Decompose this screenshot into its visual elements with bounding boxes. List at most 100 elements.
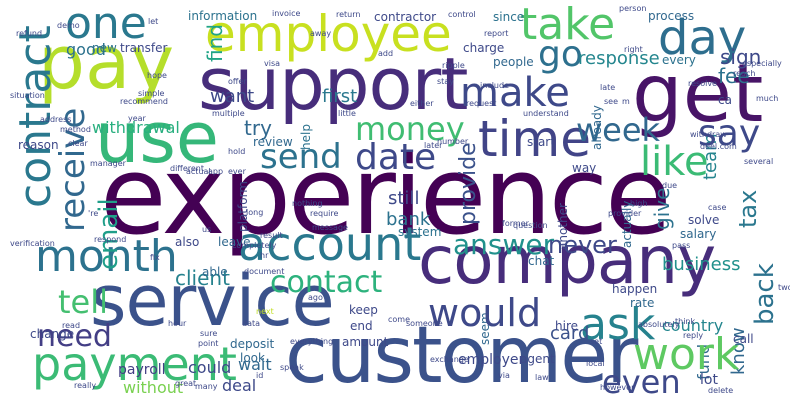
word-respond: respond bbox=[94, 235, 127, 244]
word-simple: simple bbox=[138, 89, 165, 98]
word-another: system bbox=[398, 225, 442, 239]
word-late: late bbox=[600, 83, 616, 92]
word-start: start bbox=[527, 135, 555, 149]
word-add: add bbox=[378, 49, 394, 58]
word-ago: ago bbox=[308, 293, 323, 302]
word-message: message bbox=[312, 223, 348, 232]
word-hold: hold bbox=[228, 147, 246, 156]
word-manager: manager bbox=[90, 159, 126, 168]
word-different: different bbox=[170, 164, 204, 173]
word-account: account bbox=[238, 217, 422, 271]
word-salary: salary bbox=[680, 227, 717, 241]
word-speak: speak bbox=[280, 363, 304, 372]
word-people: people bbox=[493, 55, 534, 69]
word-us: us bbox=[202, 225, 212, 234]
word-say: say bbox=[698, 113, 761, 154]
word-want: want bbox=[210, 86, 255, 107]
word-review: review bbox=[253, 135, 293, 149]
word-ca: ca bbox=[718, 93, 732, 107]
word-back: back bbox=[750, 263, 780, 325]
word-really: really bbox=[74, 381, 97, 390]
word-able: able bbox=[202, 265, 228, 279]
word-ask: ask bbox=[580, 299, 656, 350]
word-ripple: ripple bbox=[442, 61, 465, 70]
word-much: much bbox=[756, 94, 779, 103]
word-fee: fee bbox=[718, 64, 750, 88]
word-solve: solve bbox=[688, 213, 720, 227]
word-see: see bbox=[604, 97, 619, 106]
word-re: 're bbox=[88, 209, 99, 218]
word-date: date bbox=[355, 137, 437, 178]
word-transfer: transfer bbox=[120, 41, 168, 55]
word-since: since bbox=[493, 10, 525, 24]
word-report: report bbox=[484, 29, 509, 38]
word-deal: deal bbox=[222, 376, 257, 395]
word-person: person bbox=[619, 4, 647, 13]
word-visa: visa bbox=[264, 59, 281, 68]
word-way: way bbox=[572, 161, 597, 175]
word-tell: tell bbox=[58, 283, 109, 321]
word-however: however bbox=[600, 383, 635, 392]
word-set: set bbox=[590, 337, 603, 346]
word-later: later bbox=[424, 141, 443, 150]
word-pass: pass bbox=[672, 241, 691, 250]
word-request: request bbox=[466, 99, 497, 108]
word-charge: charge bbox=[463, 41, 505, 55]
word-could: could bbox=[188, 358, 232, 377]
word-first: first bbox=[322, 86, 358, 107]
word-use: use bbox=[95, 97, 219, 179]
word-verification: verification bbox=[10, 239, 55, 248]
word-platform: platform bbox=[236, 181, 250, 232]
word-rate: rate bbox=[630, 296, 655, 310]
word-situation: situation bbox=[10, 91, 45, 100]
word-id: id bbox=[256, 371, 264, 380]
word-long: long bbox=[246, 208, 264, 217]
word-bank: bank bbox=[386, 209, 431, 230]
word-would: would bbox=[428, 291, 542, 335]
word-ever: ever bbox=[228, 167, 246, 176]
word-try: try bbox=[244, 116, 272, 140]
word-invoice: invoice bbox=[272, 9, 301, 18]
word-case: case bbox=[708, 203, 727, 212]
word-business: business bbox=[662, 254, 741, 275]
word-response: response bbox=[578, 48, 660, 69]
word-happen: happen bbox=[612, 282, 658, 296]
word-withdraw: withdraw bbox=[690, 130, 727, 139]
word-answer: answer bbox=[453, 228, 555, 261]
word-get: get bbox=[632, 47, 764, 140]
word-time: time bbox=[478, 110, 591, 168]
word-one: one bbox=[65, 0, 147, 49]
word-sure: sure bbox=[200, 329, 218, 338]
word-stay: stay bbox=[437, 77, 454, 86]
word-contractor: contractor bbox=[374, 10, 437, 24]
word-payroll: payroll bbox=[118, 362, 166, 378]
word-information: information bbox=[188, 9, 258, 23]
word-employer: employer bbox=[458, 352, 525, 368]
word-via: via bbox=[498, 371, 510, 380]
word-little: little bbox=[338, 109, 356, 118]
word-method: method bbox=[60, 125, 91, 134]
word-still: still bbox=[388, 188, 420, 209]
word-even: even bbox=[602, 363, 681, 401]
word-process: process bbox=[648, 9, 695, 23]
word-let: let bbox=[148, 17, 159, 26]
word-card: card bbox=[550, 323, 590, 344]
word-high: high bbox=[630, 199, 648, 208]
word-agent: agent bbox=[520, 352, 555, 366]
word-local: local bbox=[586, 359, 605, 368]
word-recommend: recommend bbox=[120, 97, 168, 106]
word-also: also bbox=[175, 235, 200, 249]
word-client: client bbox=[175, 266, 230, 290]
word-demo: demo bbox=[57, 21, 80, 30]
word-multiple: multiple bbox=[212, 109, 245, 118]
word-contact: contact bbox=[270, 265, 383, 300]
word-document: document bbox=[244, 267, 285, 276]
word-read: read bbox=[62, 321, 81, 330]
word-hr: hr bbox=[260, 251, 269, 260]
word-hire: hire bbox=[555, 319, 578, 333]
word-nothing: nothing bbox=[292, 199, 323, 208]
word-next: next bbox=[256, 307, 274, 316]
word-come: come bbox=[388, 315, 411, 324]
word-m: m bbox=[622, 97, 630, 106]
word-make: make bbox=[460, 70, 570, 116]
